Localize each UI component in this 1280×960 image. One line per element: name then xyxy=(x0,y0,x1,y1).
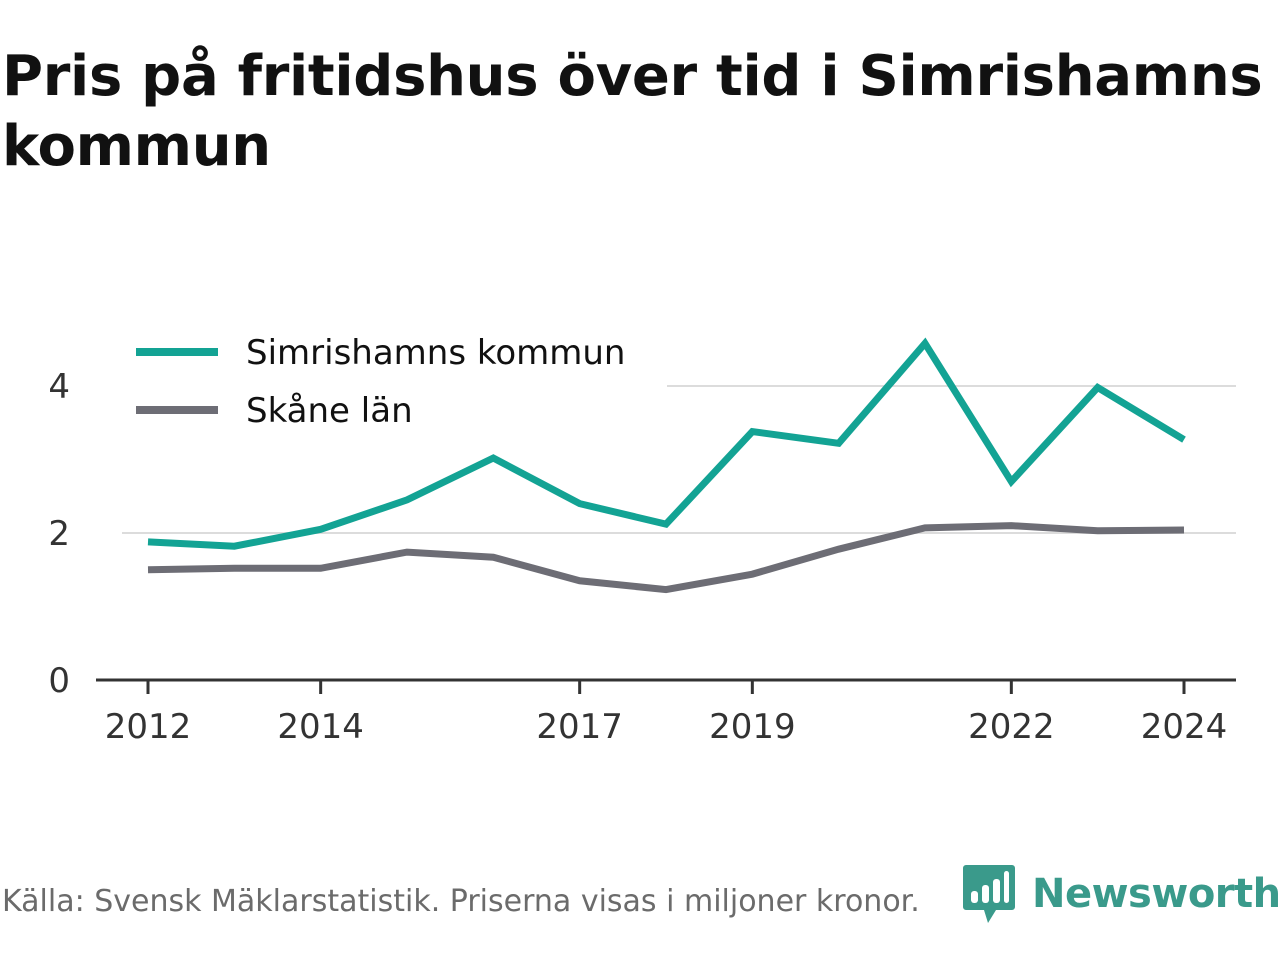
newsworthy-logo-icon xyxy=(963,865,1015,923)
legend-label-0: Simrishamns kommun xyxy=(246,333,625,373)
y-axis-labels: 0 2 4 xyxy=(48,367,70,701)
series-line-1 xyxy=(147,522,1185,594)
x-axis-labels: 2012 2014 2017 2019 2022 2024 xyxy=(105,707,1228,747)
x-tick-label-2024: 2024 xyxy=(1141,707,1228,747)
legend-label-1: Skåne län xyxy=(246,391,413,431)
x-tick-label-2014: 2014 xyxy=(277,707,364,747)
y-tick-label-4: 4 xyxy=(48,367,70,407)
x-tick-label-2012: 2012 xyxy=(105,707,192,747)
x-tick-label-2019: 2019 xyxy=(709,707,796,747)
y-tick-label-2: 2 xyxy=(48,514,70,554)
series-lines xyxy=(147,337,1186,594)
brand-name: Newsworthy xyxy=(1032,871,1280,917)
chart-title: Pris på fritidshus över tid i Simrishamn… xyxy=(2,44,1263,179)
legend-background xyxy=(122,326,667,440)
brand-logo: Newsworthy xyxy=(962,862,1280,926)
legend: Simrishamns kommun Skåne län xyxy=(122,326,667,440)
y-tick-label-0: 0 xyxy=(48,661,70,701)
series-line-0 xyxy=(147,337,1186,550)
x-axis-ticks xyxy=(146,680,1186,694)
x-tick-label-2022: 2022 xyxy=(968,707,1055,747)
source-note: Källa: Svensk Mäklarstatistik. Priserna … xyxy=(2,884,920,919)
x-tick-label-2017: 2017 xyxy=(536,707,623,747)
